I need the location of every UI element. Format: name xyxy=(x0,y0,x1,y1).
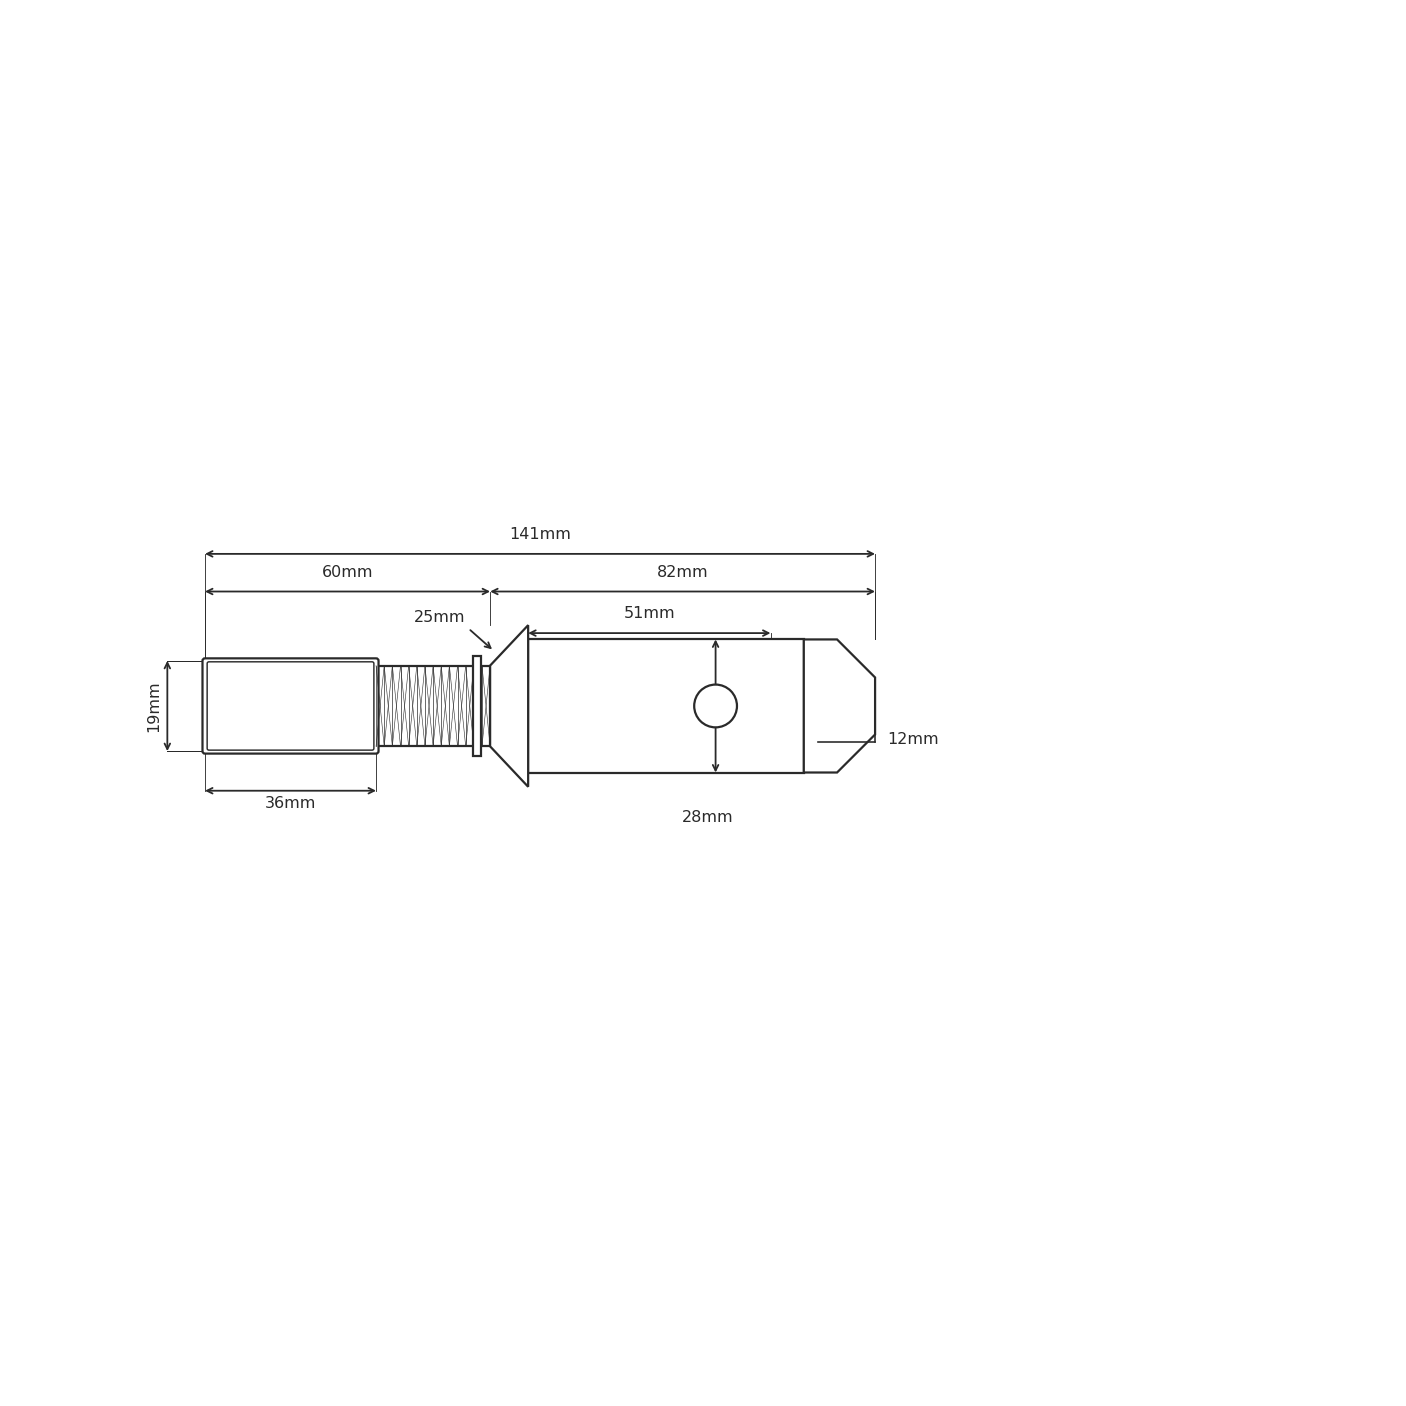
Text: 25mm: 25mm xyxy=(413,610,465,626)
Text: 51mm: 51mm xyxy=(623,606,675,621)
Polygon shape xyxy=(804,640,875,772)
Bar xyxy=(529,640,804,772)
Bar xyxy=(375,665,491,747)
Text: 141mm: 141mm xyxy=(509,527,571,541)
Text: 36mm: 36mm xyxy=(264,796,316,810)
Polygon shape xyxy=(491,626,529,787)
Text: 19mm: 19mm xyxy=(146,681,162,731)
Bar xyxy=(474,655,481,756)
Circle shape xyxy=(695,685,737,727)
FancyBboxPatch shape xyxy=(207,662,374,751)
FancyBboxPatch shape xyxy=(202,658,378,754)
Text: 60mm: 60mm xyxy=(322,565,374,579)
Text: 28mm: 28mm xyxy=(682,810,734,825)
Text: 12mm: 12mm xyxy=(887,733,939,747)
Text: 82mm: 82mm xyxy=(657,565,709,579)
